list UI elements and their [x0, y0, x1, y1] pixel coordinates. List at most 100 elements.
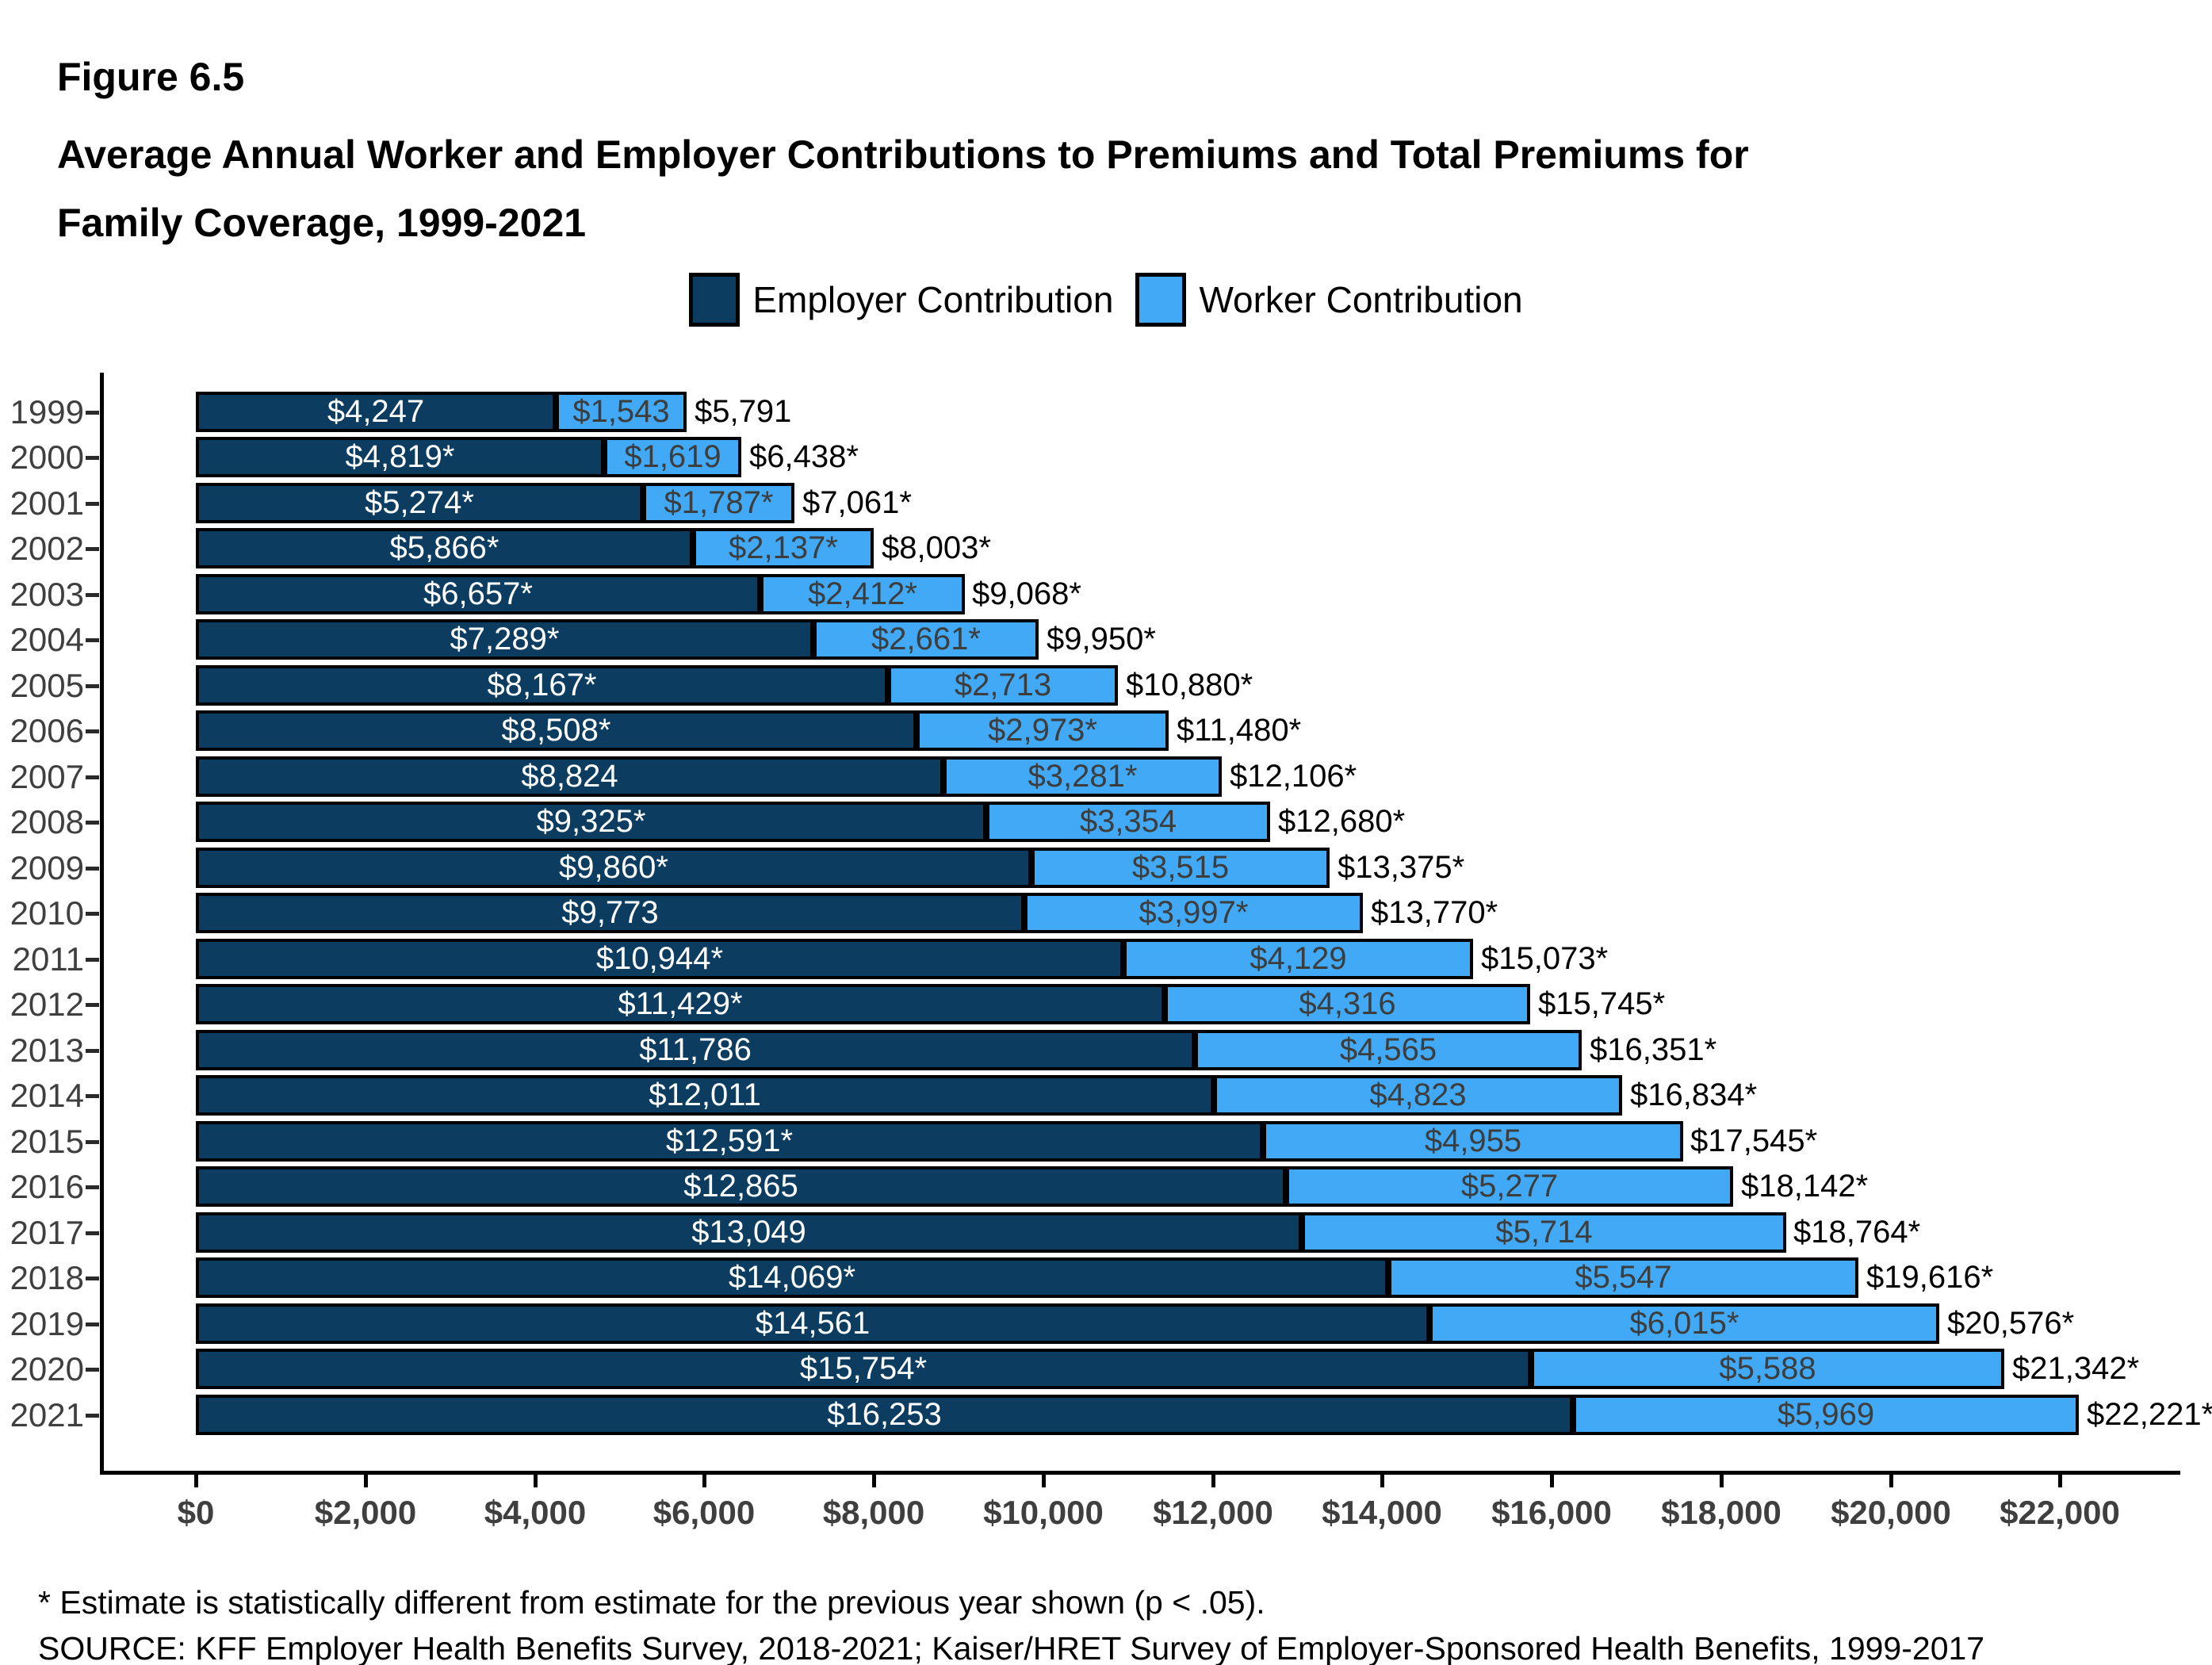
bar-row-2019: $14,561 $6,015* $20,576*	[196, 1303, 2179, 1344]
employer-bar-2015: $12,591*	[196, 1121, 1263, 1162]
bar-row-2006: $8,508* $2,973* $11,480*	[196, 710, 2179, 751]
total-label-2019: $20,576*	[1947, 1306, 2075, 1341]
worker-bar-2019: $6,015*	[1429, 1303, 1939, 1344]
year-label-2019: 2019	[10, 1304, 84, 1342]
worker-value-label: $2,412*	[808, 576, 917, 611]
x-axis-tick	[1889, 1473, 1893, 1487]
bar-row-1999: $4,247 $1,543 $5,791	[196, 392, 2179, 432]
employer-value-label: $11,786	[639, 1032, 752, 1067]
y-axis-tick	[86, 867, 99, 871]
employer-value-label: $14,561	[755, 1306, 871, 1341]
x-axis-tick	[1550, 1473, 1554, 1487]
total-label-1999: $5,791	[695, 394, 792, 429]
employer-bar-2000: $4,819*	[196, 437, 604, 477]
y-axis-tick	[86, 1003, 99, 1007]
legend: Employer Contribution Worker Contributio…	[0, 273, 2212, 327]
employer-value-label: $8,824	[521, 759, 618, 794]
worker-bar-2008: $3,354	[986, 802, 1270, 842]
year-label-1999: 1999	[10, 392, 84, 431]
bar-row-2007: $8,824 $3,281* $12,106*	[196, 756, 2179, 797]
employer-value-label: $9,860*	[559, 850, 668, 885]
y-axis-tick	[86, 547, 99, 551]
y-axis-tick	[86, 958, 99, 962]
worker-value-label: $3,515	[1131, 850, 1230, 885]
employer-value-label: $12,011	[649, 1077, 761, 1112]
bar-row-2018: $14,069* $5,547 $19,616*	[196, 1257, 2179, 1298]
employer-bar-2005: $8,167*	[196, 665, 888, 706]
employer-value-label: $8,167*	[487, 668, 597, 702]
year-label-2012: 2012	[10, 985, 84, 1023]
year-label-2015: 2015	[10, 1122, 84, 1160]
worker-value-label: $2,713	[954, 668, 1052, 702]
worker-value-label: $6,015*	[1629, 1306, 1739, 1341]
y-axis-tick	[86, 1140, 99, 1144]
x-tick-label-16000: $16,000	[1491, 1494, 1612, 1531]
year-label-2007: 2007	[10, 757, 84, 795]
employer-value-label: $7,289*	[450, 622, 560, 656]
bar-row-2011: $10,944* $4,129 $15,073*	[196, 939, 2179, 979]
x-axis-tick	[1042, 1473, 1046, 1487]
employer-bar-2008: $9,325*	[196, 802, 986, 842]
x-axis-tick	[1380, 1473, 1384, 1487]
worker-swatch-icon	[1135, 273, 1187, 327]
legend-item-employer: Employer Contribution	[689, 273, 1113, 327]
bar-row-2003: $6,657* $2,412* $9,068*	[196, 574, 2179, 614]
total-label-2017: $18,764*	[1793, 1215, 1921, 1250]
bar-row-2004: $7,289* $2,661* $9,950*	[196, 619, 2179, 660]
worker-bar-2015: $4,955	[1263, 1121, 1683, 1162]
year-label-2009: 2009	[10, 848, 84, 886]
total-label-2008: $12,680*	[1278, 804, 1406, 839]
worker-value-label: $4,129	[1250, 941, 1347, 976]
worker-value-label: $4,565	[1339, 1032, 1437, 1067]
bar-row-2017: $13,049 $5,714 $18,764*	[196, 1212, 2179, 1253]
worker-value-label: $5,277	[1460, 1169, 1559, 1204]
employer-bar-2010: $9,773	[196, 893, 1024, 933]
worker-value-label: $3,354	[1079, 804, 1177, 839]
bar-row-2021: $16,253 $5,969 $22,221*	[196, 1395, 2212, 1435]
bar-row-2008: $9,325* $3,354 $12,680*	[196, 802, 2179, 842]
x-tick-label-14000: $14,000	[1322, 1494, 1442, 1531]
worker-bar-2014: $4,823	[1214, 1075, 1622, 1116]
employer-bar-2003: $6,657*	[196, 574, 760, 614]
y-axis-tick	[86, 1094, 99, 1098]
y-axis-tick	[86, 912, 99, 916]
employer-bar-1999: $4,247	[196, 392, 556, 432]
employer-bar-2021: $16,253	[196, 1395, 1573, 1435]
total-label-2018: $19,616*	[1866, 1260, 1994, 1295]
x-tick-label-4000: $4,000	[484, 1494, 587, 1531]
bar-row-2016: $12,865 $5,277 $18,142*	[196, 1166, 2179, 1207]
footnote-asterisk: * Estimate is statistically different fr…	[38, 1584, 1265, 1621]
employer-value-label: $12,865	[683, 1169, 798, 1204]
employer-value-label: $16,253	[827, 1397, 942, 1432]
year-label-2010: 2010	[10, 894, 84, 932]
x-axis-tick	[534, 1473, 538, 1487]
employer-value-label: $5,274*	[365, 485, 474, 520]
bar-row-2009: $9,860* $3,515 $13,375*	[196, 848, 2179, 888]
y-axis-tick	[86, 775, 99, 779]
year-label-2014: 2014	[10, 1076, 84, 1114]
worker-bar-2010: $3,997*	[1024, 893, 1363, 933]
x-tick-label-2000: $2,000	[314, 1494, 417, 1531]
worker-bar-2020: $5,588	[1531, 1349, 2004, 1389]
total-label-2015: $17,545*	[1690, 1123, 1818, 1158]
worker-bar-2009: $3,515	[1031, 848, 1330, 888]
employer-value-label: $4,247	[327, 394, 425, 429]
x-tick-label-22000: $22,000	[2000, 1494, 2120, 1531]
year-label-2016: 2016	[10, 1167, 84, 1205]
total-label-2000: $6,438*	[749, 439, 859, 474]
x-tick-label-8000: $8,000	[822, 1494, 925, 1531]
worker-value-label: $4,823	[1369, 1077, 1467, 1112]
employer-bar-2007: $8,824	[196, 756, 943, 797]
plot-rows: $4,247 $1,543 $5,791 $4,819* $1,619 $6,438* $5…	[196, 392, 2212, 1440]
employer-value-label: $5,866*	[389, 530, 499, 565]
worker-value-label: $2,973*	[988, 713, 1097, 748]
x-tick-label-20000: $20,000	[1831, 1494, 1951, 1531]
worker-value-label: $4,316	[1299, 986, 1396, 1021]
bar-row-2002: $5,866* $2,137* $8,003*	[196, 528, 2179, 568]
worker-bar-2018: $5,547	[1388, 1257, 1858, 1298]
worker-value-label: $5,969	[1777, 1397, 1875, 1432]
year-label-2006: 2006	[10, 711, 84, 749]
employer-bar-2016: $12,865	[196, 1166, 1286, 1207]
bar-row-2014: $12,011 $4,823 $16,834*	[196, 1075, 2179, 1116]
